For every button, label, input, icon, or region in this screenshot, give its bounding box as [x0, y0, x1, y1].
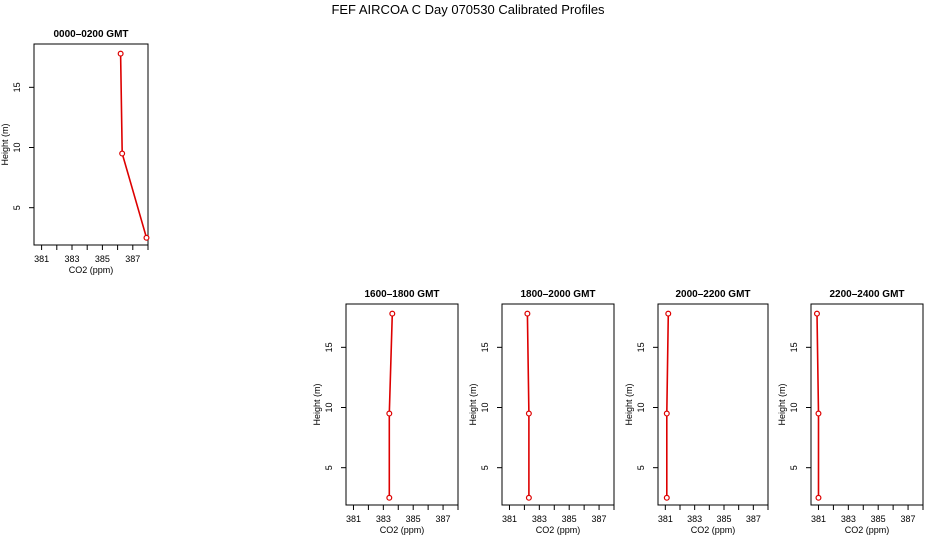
profile-point — [525, 410, 532, 417]
y-tick-label: 5 — [480, 465, 490, 470]
profile-point — [386, 410, 393, 417]
profile-panel: 0000–0200 GMT 381 383 385 387 5 10 15 CO2 (ppm) H… — [0, 29, 150, 275]
x-tick-label: 385 — [406, 514, 421, 524]
profile-point — [663, 494, 670, 501]
profile-point — [143, 234, 150, 241]
profile-panel: 1600–1800 GMT 381 383 385 387 5 10 15 CO2 (ppm) H… — [312, 289, 459, 535]
profile-point — [815, 494, 822, 501]
x-tick-label: 387 — [125, 254, 140, 264]
profile-line — [665, 313, 670, 498]
y-axis-label: Height (m) — [468, 383, 478, 425]
profile-point — [117, 50, 124, 57]
profile-point — [525, 494, 532, 501]
x-tick-label: 385 — [562, 514, 577, 524]
plot-frame — [345, 303, 459, 506]
x-tick-label: 387 — [901, 514, 916, 524]
plot-frame — [501, 303, 615, 506]
x-tick-label: 383 — [841, 514, 856, 524]
x-tick-label: 383 — [687, 514, 702, 524]
profile-point — [386, 494, 393, 501]
y-tick-label: 10 — [324, 403, 334, 413]
profile-line — [119, 53, 148, 239]
y-tick-label: 5 — [324, 465, 334, 470]
y-axis-label: Height (m) — [624, 383, 634, 425]
y-tick-label: 10 — [636, 403, 646, 413]
profile-point — [524, 310, 531, 317]
x-tick-label: 387 — [436, 514, 451, 524]
x-tick-label: 385 — [716, 514, 731, 524]
profile-point — [389, 310, 396, 317]
x-tick-label: 385 — [871, 514, 886, 524]
x-tick-label: 383 — [532, 514, 547, 524]
y-tick-label: 10 — [480, 403, 490, 413]
profile-line — [388, 313, 394, 498]
y-tick-label: 5 — [636, 465, 646, 470]
x-axis-label: CO2 (ppm) — [845, 525, 890, 535]
y-tick-label: 10 — [12, 143, 22, 153]
profile-panel: 1800–2000 GMT 381 383 385 387 5 10 15 CO2 (ppm) H… — [468, 289, 615, 535]
panel-title: 1800–2000 GMT — [520, 289, 595, 300]
plot-frame — [33, 43, 149, 246]
y-axis-label: Height (m) — [0, 123, 10, 165]
x-axis-label: CO2 (ppm) — [380, 525, 425, 535]
x-axis-label: CO2 (ppm) — [691, 525, 736, 535]
profile-panel: 2000–2200 GMT 381 383 385 387 5 10 15 CO2 (ppm) H… — [624, 289, 769, 535]
x-tick-label: 385 — [95, 254, 110, 264]
y-axis-label: Height (m) — [777, 383, 787, 425]
panel-title: 0000–0200 GMT — [53, 29, 128, 40]
x-tick-label: 387 — [746, 514, 761, 524]
profile-point — [119, 150, 126, 157]
panel-title: 2000–2200 GMT — [675, 289, 750, 300]
profile-point — [665, 310, 672, 317]
x-tick-label: 381 — [34, 254, 49, 264]
profile-line — [526, 313, 530, 498]
y-tick-label: 5 — [12, 205, 22, 210]
plot-frame — [657, 303, 769, 506]
y-tick-label: 15 — [789, 342, 799, 352]
y-tick-label: 15 — [324, 342, 334, 352]
x-tick-label: 381 — [346, 514, 361, 524]
panel-title: 1600–1800 GMT — [364, 289, 439, 300]
y-tick-label: 15 — [636, 342, 646, 352]
y-axis-label: Height (m) — [312, 383, 322, 425]
figure-title: FEF AIRCOA C Day 070530 Calibrated Profi… — [331, 2, 605, 17]
x-axis-label: CO2 (ppm) — [536, 525, 581, 535]
x-axis-label: CO2 (ppm) — [69, 265, 114, 275]
profile-point — [663, 410, 670, 417]
y-tick-label: 10 — [789, 403, 799, 413]
panel-title: 2200–2400 GMT — [829, 289, 904, 300]
profile-point — [815, 410, 822, 417]
y-tick-label: 15 — [480, 342, 490, 352]
y-tick-label: 5 — [789, 465, 799, 470]
profile-line — [816, 313, 820, 498]
plot-frame — [810, 303, 924, 506]
x-tick-label: 381 — [502, 514, 517, 524]
x-tick-label: 387 — [592, 514, 607, 524]
profile-point — [813, 310, 820, 317]
x-tick-label: 383 — [64, 254, 79, 264]
y-tick-label: 15 — [12, 82, 22, 92]
x-tick-label: 381 — [658, 514, 673, 524]
x-tick-label: 383 — [376, 514, 391, 524]
x-tick-label: 381 — [811, 514, 826, 524]
profile-panel: 2200–2400 GMT 381 383 385 387 5 10 15 CO2 (ppm) H… — [777, 289, 924, 535]
